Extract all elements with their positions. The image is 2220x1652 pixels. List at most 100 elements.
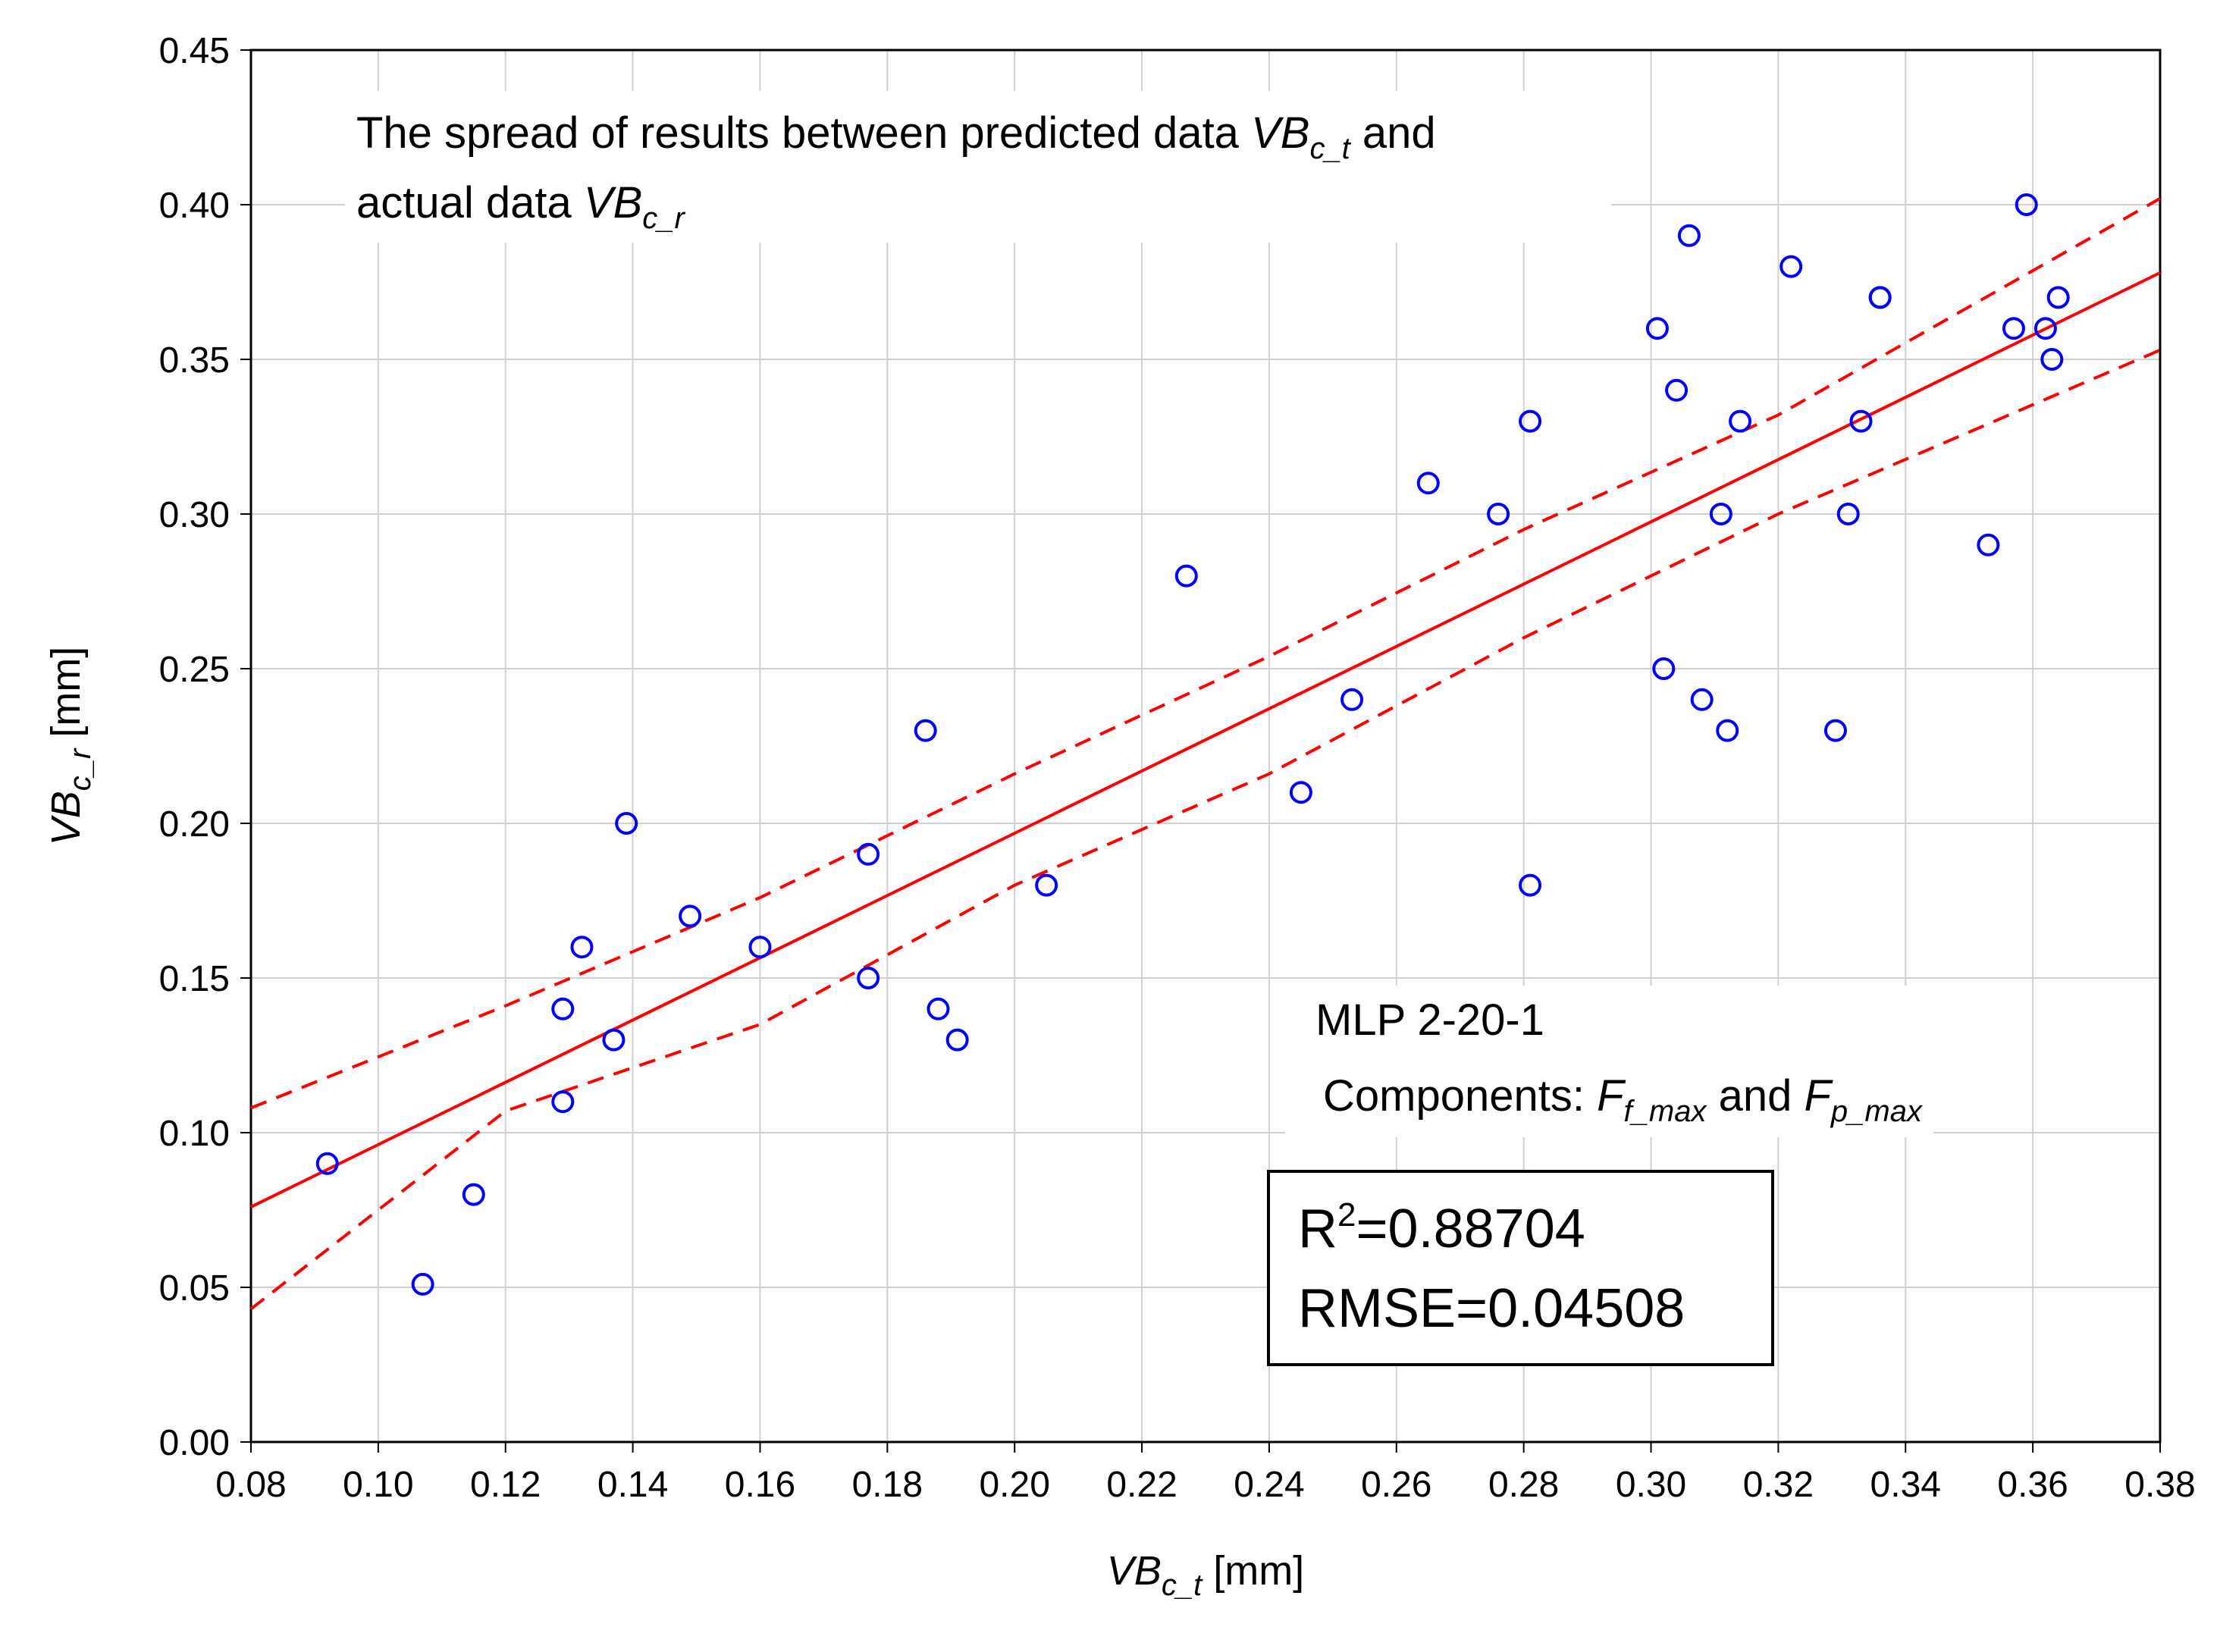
x-axis-ticks: 0.08 0.10 0.12 0.14 0.16 0.18 0.20 0.22 0.24 0.26…	[215, 1442, 2196, 1505]
data-point	[1519, 409, 1542, 433]
y-tick-label: 0.30	[159, 495, 230, 535]
data-point	[748, 936, 772, 959]
model-name: MLP 2-20-1	[1315, 995, 1544, 1045]
x-tick-label: 0.32	[1743, 1465, 1814, 1505]
data-point	[1487, 503, 1510, 525]
y-axis-title: VBc_r [mm]	[43, 647, 97, 846]
data-point	[615, 812, 638, 835]
data-point	[1709, 503, 1732, 525]
x-axis-var-sub: c_t	[1162, 1569, 1203, 1602]
x-tick-label: 0.14	[597, 1465, 668, 1505]
x-tick-label: 0.30	[1616, 1465, 1686, 1505]
x-tick-label: 0.36	[1997, 1465, 2068, 1505]
x-tick-label: 0.38	[2124, 1465, 2195, 1505]
component-2-var: F	[1804, 1071, 1833, 1121]
title-line2-prefix: actual data	[356, 178, 584, 227]
data-point	[914, 719, 937, 742]
regression-fit-line	[250, 271, 2161, 1208]
y-axis-ticks: 0.00 0.05 0.10 0.15 0.20 0.25 0.30 0.35 0.40 0.45	[159, 31, 251, 1463]
component-1-sub: f_max	[1624, 1095, 1708, 1128]
data-point	[1665, 378, 1689, 402]
title-var-t-sub: c_t	[1309, 132, 1351, 165]
y-tick-label: 0.20	[159, 804, 230, 845]
y-tick-label: 0.05	[159, 1268, 230, 1309]
y-tick-label: 0.25	[159, 650, 230, 690]
title-line1-prefix: The spread of results between predicted …	[356, 108, 1251, 158]
data-point	[1690, 688, 1714, 711]
x-axis-unit: [mm]	[1202, 1548, 1304, 1594]
data-point	[1977, 533, 2000, 556]
confidence-bands	[249, 197, 2161, 1311]
data-point	[1035, 873, 1058, 897]
title-background	[345, 91, 1611, 243]
data-point	[315, 1152, 339, 1175]
y-tick-label: 0.35	[159, 340, 230, 381]
data-point	[602, 1028, 626, 1052]
title-var-r: VB	[584, 178, 642, 227]
data-point	[2002, 317, 2025, 340]
y-tick-label: 0.00	[159, 1423, 230, 1463]
data-point	[1652, 657, 1676, 680]
data-point	[1868, 286, 1892, 309]
component-1-var: F	[1597, 1071, 1626, 1121]
data-point	[1729, 409, 1752, 433]
data-point	[2040, 348, 2064, 371]
chart-title-line-2: actual data VBc_r	[356, 178, 686, 235]
y-tick-label: 0.40	[159, 186, 230, 226]
components-join: and	[1706, 1071, 1804, 1121]
plot-frame	[249, 49, 2162, 1444]
data-point	[1174, 564, 1198, 588]
y-tick-label: 0.15	[159, 959, 230, 999]
data-point	[1340, 688, 1364, 711]
data-point	[462, 1183, 485, 1206]
title-line1-suffix: and	[1350, 108, 1436, 158]
data-point	[1416, 472, 1440, 495]
x-tick-label: 0.16	[725, 1465, 795, 1505]
x-tick-label: 0.08	[215, 1465, 286, 1505]
data-point	[857, 842, 880, 866]
r-squared-sup: 2	[1337, 1196, 1356, 1234]
data-point	[1645, 317, 1669, 340]
x-axis-title: VBc_t [mm]	[1107, 1548, 1304, 1602]
chart-title-line-1: The spread of results between predicted …	[356, 108, 1436, 165]
data-point	[1836, 503, 1860, 525]
data-point	[2033, 317, 2057, 340]
data-point	[2015, 193, 2038, 216]
x-tick-label: 0.28	[1488, 1465, 1559, 1505]
y-tick-label: 0.45	[159, 31, 230, 71]
data-point	[1289, 781, 1312, 804]
data-point	[570, 936, 594, 959]
data-point	[551, 997, 575, 1020]
title-var-t: VB	[1251, 108, 1309, 158]
component-2-sub: p_max	[1830, 1095, 1924, 1128]
x-tick-label: 0.26	[1361, 1465, 1431, 1505]
data-point	[1823, 719, 1847, 742]
components-prefix: Components:	[1323, 1071, 1597, 1121]
data-point	[2046, 286, 2070, 309]
data-point	[1677, 224, 1701, 247]
r-squared-stat: R2=0.88704	[1298, 1196, 1585, 1259]
stats-box	[1267, 1170, 1774, 1366]
lower-confidence-band	[249, 348, 2161, 1311]
x-axis-var: VB	[1107, 1548, 1162, 1594]
y-tick-label: 0.10	[159, 1114, 230, 1154]
data-points	[315, 193, 2070, 1296]
x-tick-label: 0.18	[852, 1465, 923, 1505]
data-point	[857, 967, 880, 989]
fit-line-layer	[250, 271, 2161, 1208]
y-axis-var: VB	[43, 791, 89, 845]
data-point	[679, 904, 702, 928]
x-tick-label: 0.20	[979, 1465, 1049, 1505]
x-tick-label: 0.34	[1870, 1465, 1941, 1505]
data-point	[1779, 255, 1803, 278]
title-var-r-sub: c_r	[642, 202, 685, 235]
x-tick-label: 0.24	[1234, 1465, 1304, 1505]
data-point	[927, 997, 950, 1020]
data-point	[551, 1090, 575, 1114]
data-point	[1716, 719, 1739, 742]
model-components: Components: Ff_max and Fp_max	[1323, 1071, 1924, 1128]
x-tick-label: 0.22	[1106, 1465, 1177, 1505]
data-point	[411, 1272, 434, 1296]
